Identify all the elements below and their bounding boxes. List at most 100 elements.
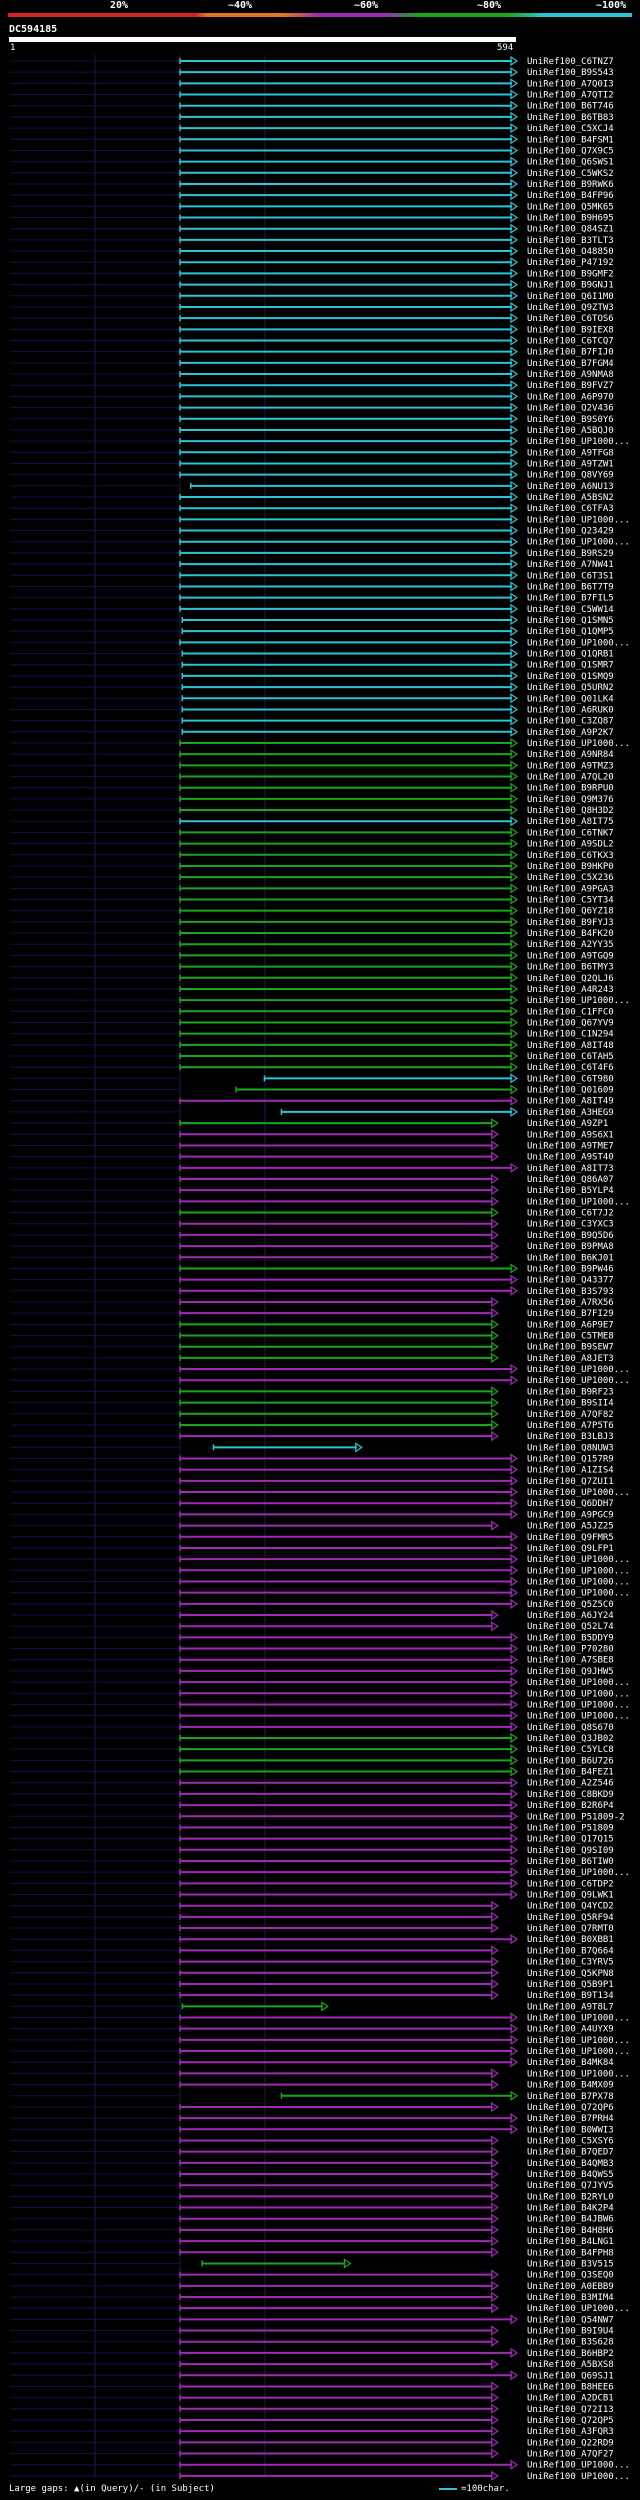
hit-name-label[interactable]: UniRef100_C6T4F6 xyxy=(527,1063,614,1073)
hit-name-label[interactable]: UniRef100_A6NU13 xyxy=(527,482,614,492)
hit-name-label[interactable]: UniRef100_B4FEZ1 xyxy=(527,1768,614,1778)
hit-name-label[interactable]: UniRef100_B6TB83 xyxy=(527,113,614,123)
hit-name-label[interactable]: UniRef100_Q5Z5C0 xyxy=(527,1600,614,1610)
hit-name-label[interactable]: UniRef100_C3ZQ87 xyxy=(527,717,614,727)
hit-name-label[interactable]: UniRef100_A2Z546 xyxy=(527,1779,614,1789)
hit-name-label[interactable]: UniRef100_Q72QP5 xyxy=(527,2416,614,2426)
hit-name-label[interactable]: UniRef100_P70280 xyxy=(527,1645,614,1655)
hit-name-label[interactable]: UniRef100_Q6I1M0 xyxy=(527,292,614,302)
hit-name-label[interactable]: UniRef100_A2DCB1 xyxy=(527,2394,614,2404)
hit-name-label[interactable]: UniRef100_UP1000... xyxy=(527,1365,630,1375)
hit-name-label[interactable]: UniRef100_Q01609 xyxy=(527,1086,614,1096)
hit-name-label[interactable]: UniRef100_B7QED7 xyxy=(527,2148,614,2158)
hit-name-label[interactable]: UniRef100_A9P2K7 xyxy=(527,728,614,738)
hit-name-label[interactable]: UniRef100_B3S793 xyxy=(527,1287,614,1297)
hit-name-label[interactable]: UniRef100_Q9M376 xyxy=(527,795,614,805)
hit-name-label[interactable]: UniRef100_B7FIL5 xyxy=(527,594,614,604)
hit-name-label[interactable]: UniRef100_B0WWI3 xyxy=(527,2125,614,2135)
hit-name-label[interactable]: UniRef100_C8BKD9 xyxy=(527,1790,614,1800)
hit-name-label[interactable]: UniRef100_A6JY24 xyxy=(527,1611,614,1621)
hit-name-label[interactable]: UniRef100_Q6DDH7 xyxy=(527,1499,614,1509)
hit-name-label[interactable]: UniRef100_B9GMF2 xyxy=(527,269,614,279)
hit-name-label[interactable]: UniRef100_C5XSY6 xyxy=(527,2136,614,2146)
hit-name-label[interactable]: UniRef100_C1N294 xyxy=(527,1030,614,1040)
hit-name-label[interactable]: UniRef100_B7PRH4 xyxy=(527,2114,614,2124)
hit-name-label[interactable]: UniRef100_B9PW46 xyxy=(527,1264,614,1274)
hit-name-label[interactable]: UniRef100_A3FQR3 xyxy=(527,2427,614,2437)
hit-name-label[interactable]: UniRef100_C6TAH5 xyxy=(527,1052,614,1062)
hit-name-label[interactable]: UniRef100_Q7RMT0 xyxy=(527,1924,614,1934)
hit-name-label[interactable]: UniRef100_B3LBJ3 xyxy=(527,1432,614,1442)
hit-name-label[interactable]: UniRef100_A9NR84 xyxy=(527,750,614,760)
hit-name-label[interactable]: UniRef100_B4H8H6 xyxy=(527,2226,614,2236)
hit-name-label[interactable]: UniRef100_UP1000... xyxy=(527,2472,630,2480)
hit-name-label[interactable]: UniRef100_A9S6X1 xyxy=(527,1130,614,1140)
hit-name-label[interactable]: UniRef100_A7QF27 xyxy=(527,2450,614,2460)
hit-name-label[interactable]: UniRef100_UP1000... xyxy=(527,638,630,648)
hit-name-label[interactable]: UniRef100_Q7ZUI1 xyxy=(527,1477,614,1487)
hit-name-label[interactable]: UniRef100_UP1000... xyxy=(527,538,630,548)
hit-name-label[interactable]: UniRef100_Q7X9C5 xyxy=(527,146,614,156)
hit-name-label[interactable]: UniRef100_UP1000... xyxy=(527,996,630,1006)
hit-name-label[interactable]: UniRef100_A8IT48 xyxy=(527,1041,614,1051)
hit-name-label[interactable]: UniRef100_B9RWK6 xyxy=(527,180,614,190)
hit-name-label[interactable]: UniRef100_Q5KPN8 xyxy=(527,1969,614,1979)
hit-name-label[interactable]: UniRef100_P51809-2 xyxy=(527,1812,625,1822)
hit-name-label[interactable]: UniRef100_A8IT75 xyxy=(527,817,614,827)
hit-name-label[interactable]: UniRef100_Q23429 xyxy=(527,527,614,537)
hit-name-label[interactable]: UniRef100_O48850 xyxy=(527,247,614,257)
hit-name-label[interactable]: UniRef100_C1FFC0 xyxy=(527,1007,614,1017)
hit-name-label[interactable]: UniRef100_UP1000... xyxy=(527,1868,630,1878)
hit-name-label[interactable]: UniRef100_UP1000... xyxy=(527,2047,630,2057)
hit-name-label[interactable]: UniRef100_UP1000... xyxy=(527,1488,630,1498)
hit-name-label[interactable]: UniRef100_B4K2P4 xyxy=(527,2204,614,2214)
hit-name-label[interactable]: UniRef100_C6T3S1 xyxy=(527,571,614,581)
hit-name-label[interactable]: UniRef100_UP1000... xyxy=(527,1678,630,1688)
hit-name-label[interactable]: UniRef100_C5WKS2 xyxy=(527,169,614,179)
hit-name-label[interactable]: UniRef100_C3YRV5 xyxy=(527,1958,614,1968)
hit-name-label[interactable]: UniRef100_Q9ZTW3 xyxy=(527,303,614,313)
hit-name-label[interactable]: UniRef100_A2YY35 xyxy=(527,940,614,950)
hit-name-label[interactable]: UniRef100_B6HBP2 xyxy=(527,2349,614,2359)
hit-name-label[interactable]: UniRef100_A0EBB9 xyxy=(527,2282,614,2292)
hit-name-label[interactable]: UniRef100_B9FYJ3 xyxy=(527,918,614,928)
hit-name-label[interactable]: UniRef100_Q1QRB1 xyxy=(527,650,614,660)
hit-name-label[interactable]: UniRef100_A5BSN2 xyxy=(527,493,614,503)
hit-name-label[interactable]: UniRef100_C6TNK7 xyxy=(527,828,614,838)
hit-name-label[interactable]: UniRef100_C5X236 xyxy=(527,873,614,883)
hit-name-label[interactable]: UniRef100_B7PX78 xyxy=(527,2092,614,2102)
hit-name-label[interactable]: UniRef100_UP1000... xyxy=(527,1577,630,1587)
hit-name-label[interactable]: UniRef100_C6T980 xyxy=(527,1074,614,1084)
hit-name-label[interactable]: UniRef100_B3S628 xyxy=(527,2338,614,2348)
hit-name-label[interactable]: UniRef100_A9ST40 xyxy=(527,1153,614,1163)
hit-name-label[interactable]: UniRef100_A6P970 xyxy=(527,392,614,402)
hit-name-label[interactable]: UniRef100_UP1000... xyxy=(527,1589,630,1599)
hit-name-label[interactable]: UniRef100_B4FP96 xyxy=(527,191,614,201)
hit-name-label[interactable]: UniRef100_A5BXS8 xyxy=(527,2360,614,2370)
hit-name-label[interactable]: UniRef100_UP1000... xyxy=(527,1689,630,1699)
hit-name-label[interactable]: UniRef100_A9NMA8 xyxy=(527,370,614,380)
hit-name-label[interactable]: UniRef100_B9S0Y6 xyxy=(527,415,614,425)
hit-name-label[interactable]: UniRef100_A5BQJ0 xyxy=(527,426,614,436)
hit-name-label[interactable]: UniRef100_B4QMB3 xyxy=(527,2159,614,2169)
hit-name-label[interactable]: UniRef100_A4UYX9 xyxy=(527,2025,614,2035)
hit-name-label[interactable]: UniRef100_B9SII4 xyxy=(527,1399,614,1409)
hit-name-label[interactable]: UniRef100_B5DDY9 xyxy=(527,1633,614,1643)
hit-name-label[interactable]: UniRef100_Q5RF94 xyxy=(527,1913,614,1923)
hit-name-label[interactable]: UniRef100_B9GNJ1 xyxy=(527,281,614,291)
hit-name-label[interactable]: UniRef100_UP1000... xyxy=(527,2014,630,2024)
hit-name-label[interactable]: UniRef100_UP1000... xyxy=(527,2304,630,2314)
hit-name-label[interactable]: UniRef100_B4FK20 xyxy=(527,929,614,939)
hit-name-label[interactable]: UniRef100_UP1000... xyxy=(527,515,630,525)
hit-name-label[interactable]: UniRef100_UP1000... xyxy=(527,1566,630,1576)
hit-name-label[interactable]: UniRef100_C5XCJ4 xyxy=(527,124,614,134)
hit-name-label[interactable]: UniRef100_C6TOS6 xyxy=(527,314,614,324)
hit-name-label[interactable]: UniRef100_A7QL20 xyxy=(527,773,614,783)
hit-name-label[interactable]: UniRef100_B4MX09 xyxy=(527,2081,614,2091)
hit-name-label[interactable]: UniRef100_A8IT49 xyxy=(527,1097,614,1107)
hit-name-label[interactable]: UniRef100_A9PGA3 xyxy=(527,884,614,894)
hit-name-label[interactable]: UniRef100_A7RX56 xyxy=(527,1298,614,1308)
hit-name-label[interactable]: UniRef100_Q17Q15 xyxy=(527,1835,614,1845)
hit-name-label[interactable]: UniRef100_UP1000... xyxy=(527,1197,630,1207)
hit-name-label[interactable]: UniRef100_A7QF82 xyxy=(527,1410,614,1420)
